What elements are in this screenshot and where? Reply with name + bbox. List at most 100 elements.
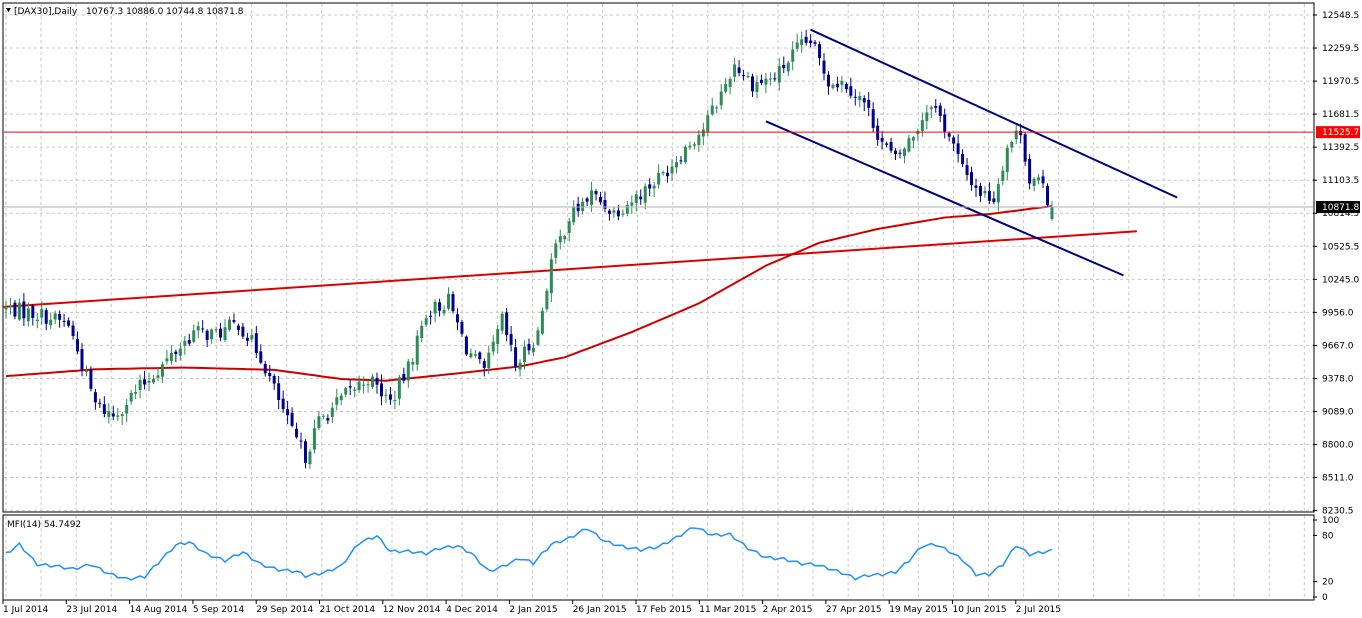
candle-body (813, 42, 817, 44)
candle-body (563, 236, 567, 240)
candle-body (335, 397, 339, 405)
candle-body (639, 196, 643, 200)
candle-body (71, 325, 75, 336)
date-tick-label: 29 Sep 2014 (256, 605, 313, 615)
candle-body (952, 137, 956, 144)
candle-body (295, 428, 299, 438)
date-tick-label: 19 May 2015 (889, 605, 948, 615)
candle-body (183, 340, 187, 346)
candle-body (62, 320, 66, 322)
candle-body (818, 44, 822, 59)
candle-body (1032, 178, 1036, 186)
candle-body (701, 129, 705, 137)
channel-upper-line (810, 28, 1178, 199)
candle-body (13, 302, 17, 317)
candle-body (102, 404, 106, 414)
candle-body (219, 328, 223, 338)
candle-body (129, 393, 133, 402)
candle-body (44, 310, 48, 324)
candle-body (312, 428, 316, 450)
candle-body (974, 185, 978, 188)
date-tick-label: 10 Jun 2015 (953, 605, 1007, 615)
candle-body (473, 354, 477, 356)
candle-body (733, 64, 737, 77)
candle-body (210, 329, 214, 340)
moving-average-line (5, 205, 1053, 382)
dropdown-triangle-icon[interactable] (6, 8, 11, 12)
candle-body (147, 380, 151, 383)
candle-body (657, 172, 661, 185)
candle-body (840, 80, 844, 85)
candle-body (540, 310, 544, 334)
candle-body (710, 105, 714, 115)
candle-body (500, 313, 504, 331)
candle-body (505, 312, 509, 335)
candle-body (84, 370, 88, 372)
candle-body (174, 351, 178, 355)
candle-body (98, 402, 102, 404)
candle-body (643, 186, 647, 203)
mfi-tick-label: 80 (1322, 531, 1334, 541)
candle-body (603, 200, 607, 209)
candle-body (683, 146, 687, 163)
candle-body (402, 373, 406, 381)
price-axis: 12548.5 12259.5 11970.5 11681.5 11392.5 11103… (1313, 11, 1360, 517)
candle-body (107, 411, 111, 417)
candle-body (143, 379, 147, 385)
candle-body (152, 378, 156, 383)
candle-body (1046, 185, 1050, 206)
candle-body (692, 144, 696, 146)
date-tick-label: 11 Mar 2015 (699, 605, 756, 615)
mfi-tick-label: 0 (1322, 593, 1328, 603)
candle-body (621, 213, 625, 215)
candle-body (920, 120, 924, 131)
candle-body (491, 341, 495, 352)
price-tick-label: 9956.0 (1322, 308, 1354, 318)
candle-body (236, 325, 240, 330)
candle-body (970, 172, 974, 186)
candlesticks (4, 29, 1054, 469)
candle-body (348, 386, 352, 388)
candle-body (1019, 130, 1023, 136)
candle-body (371, 376, 375, 387)
candle-body (911, 137, 915, 141)
mfi-panel (2, 514, 1315, 601)
candle-body (768, 78, 772, 80)
candle-body (460, 321, 464, 334)
candle-body (648, 184, 652, 189)
price-tick-label: 9089.0 (1322, 407, 1354, 417)
resistance-price-label: 11525.7 (1322, 128, 1359, 138)
candle-body (1050, 207, 1054, 219)
mfi-tick-label: 100 (1322, 516, 1339, 526)
main-price-panel (2, 2, 1315, 513)
candle-body (755, 82, 759, 93)
candle-body (406, 361, 410, 381)
long-trendline (2, 230, 1137, 308)
price-tick-label: 12259.5 (1322, 44, 1359, 54)
candle-body (178, 348, 182, 356)
candle-body (379, 383, 383, 397)
candle-body (907, 138, 911, 152)
candle-body (1023, 134, 1027, 162)
candle-body (487, 352, 491, 369)
mfi-axis: 100 80 20 0 (1313, 516, 1339, 603)
candle-body (688, 145, 692, 148)
candle-body (514, 347, 518, 367)
candle-body (554, 243, 558, 258)
candle-body (447, 293, 451, 309)
candle-body (509, 334, 513, 345)
price-channel (765, 28, 1178, 277)
resistance-price-tag (1316, 126, 1360, 139)
candle-body (1010, 141, 1014, 148)
candle-body (675, 162, 678, 168)
candle-body (965, 165, 969, 175)
candle-body (831, 84, 835, 88)
candle-body (1014, 130, 1018, 140)
candle-body (272, 375, 276, 384)
candle-body (527, 344, 531, 351)
candle-body (795, 42, 799, 49)
candle-body (232, 320, 236, 323)
candle-body (697, 134, 701, 146)
candle-body (871, 109, 875, 128)
candle-body (321, 415, 325, 417)
